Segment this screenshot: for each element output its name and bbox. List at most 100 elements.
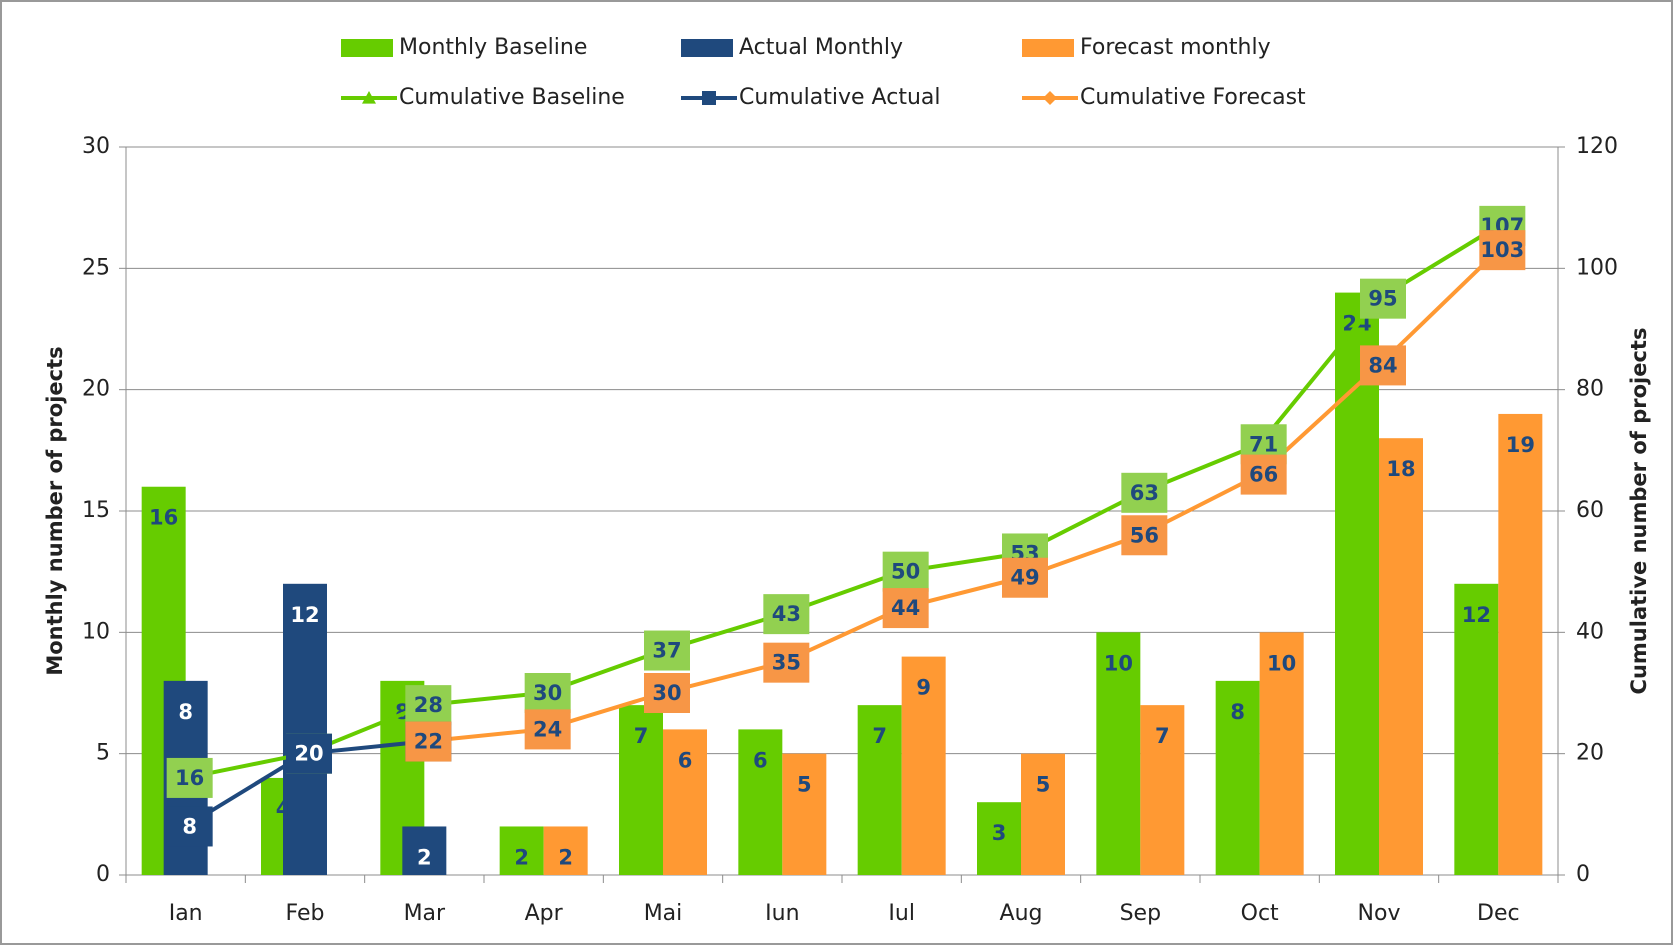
legend-label: Cumulative Forecast	[1080, 85, 1306, 110]
bar	[1498, 413, 1543, 875]
bar-label: 5	[1036, 773, 1051, 797]
label-box	[763, 594, 810, 635]
y-tick-label: 20	[82, 377, 110, 402]
bar	[1215, 680, 1260, 875]
x-tick-label: Nov	[1358, 901, 1401, 926]
bar	[1140, 705, 1185, 875]
line-label: 8	[182, 814, 197, 838]
x-tick-label: Mai	[644, 901, 683, 926]
label-box	[524, 673, 571, 713]
label-box	[286, 733, 332, 774]
line-marker	[702, 91, 716, 105]
x-tick-label: Feb	[286, 901, 325, 926]
y-tick-label: 0	[96, 862, 110, 887]
bar	[1379, 438, 1423, 875]
x-tick-label: Apr	[525, 901, 564, 926]
label-box	[1121, 515, 1168, 556]
bar	[1335, 292, 1379, 876]
bar	[283, 583, 327, 875]
line-label: 49	[1010, 566, 1039, 590]
bar-label: 16	[149, 506, 178, 530]
y2-tick-label: 20	[1576, 741, 1604, 766]
label-box	[405, 721, 452, 762]
line	[185, 224, 1500, 780]
bar-label: 4	[276, 797, 291, 821]
y2-tick-label: 60	[1576, 498, 1604, 523]
y-tick-label: 10	[82, 619, 110, 644]
bar-label: 9	[916, 676, 931, 700]
x-tick-label: Dec	[1477, 901, 1520, 926]
bar-label: 18	[1386, 457, 1415, 481]
label-box	[166, 757, 213, 798]
bar-label: 2	[514, 845, 529, 869]
y2-tick-label: 100	[1576, 255, 1618, 280]
line-label: 43	[772, 602, 801, 626]
y-tick-label: 25	[82, 255, 110, 280]
bar	[402, 826, 447, 875]
bar-label: 7	[872, 724, 887, 748]
legend-swatch	[1022, 39, 1074, 57]
label-box	[405, 685, 452, 726]
bar-label: 7	[634, 724, 649, 748]
y2-tick-label: 40	[1576, 619, 1604, 644]
legend-swatch	[341, 39, 393, 57]
y-axis-title: Monthly number of projects	[43, 346, 67, 675]
bar	[901, 656, 946, 875]
bar-label: 7	[1155, 724, 1170, 748]
bar	[738, 729, 783, 875]
bar	[857, 705, 902, 875]
bar	[1259, 632, 1304, 875]
legend-label: Actual Monthly	[739, 35, 903, 60]
line-label: 16	[175, 766, 204, 790]
bar	[1454, 583, 1499, 875]
label-box	[1360, 345, 1406, 386]
x-tick-label: Iun	[765, 901, 799, 926]
line-label: 22	[414, 730, 443, 754]
line-label: 24	[533, 717, 562, 741]
line-label: 71	[1249, 432, 1278, 456]
y-tick-label: 30	[82, 134, 110, 159]
y2-tick-label: 80	[1576, 377, 1604, 402]
bar	[499, 826, 544, 875]
bar-label: 8	[1230, 700, 1245, 724]
line-label: 28	[414, 693, 443, 717]
line-label: 95	[1368, 287, 1397, 311]
bar	[1096, 632, 1141, 875]
y-tick-label: 5	[96, 741, 110, 766]
line-label: 30	[533, 681, 562, 705]
label-box	[644, 673, 690, 713]
bar-label: 12	[290, 603, 319, 627]
x-tick-label: Aug	[1000, 901, 1043, 926]
bar	[977, 802, 1021, 875]
line-label: 50	[891, 560, 920, 584]
x-tick-label: Mar	[404, 901, 446, 926]
bar-label: 10	[1267, 651, 1296, 675]
line-label: 30	[652, 681, 681, 705]
line-label: 56	[1130, 523, 1159, 547]
line-label: 35	[772, 651, 801, 675]
bar-label: 12	[1462, 603, 1491, 627]
y2-axis-title: Cumulative number of projects	[1627, 328, 1651, 695]
bar-label: 3	[992, 821, 1007, 845]
label-box	[1479, 230, 1526, 271]
label-box	[1360, 278, 1406, 319]
legend-label: Monthly Baseline	[399, 35, 587, 60]
label-box	[166, 806, 213, 847]
line-label: 37	[652, 639, 681, 663]
y2-tick-label: 120	[1576, 134, 1618, 159]
bar-label: 6	[678, 748, 693, 772]
label-box	[1240, 454, 1287, 495]
bar-label: 10	[1104, 651, 1133, 675]
x-tick-label: Sep	[1120, 901, 1161, 926]
label-box	[644, 630, 690, 671]
x-tick-label: Iul	[888, 901, 915, 926]
label-box	[1121, 472, 1168, 513]
line-label: 63	[1130, 481, 1159, 505]
bar	[619, 705, 663, 875]
y2-tick-label: 0	[1576, 862, 1590, 887]
line-label: 20	[294, 742, 323, 766]
line	[424, 248, 1500, 744]
bar-label: 2	[417, 845, 432, 869]
x-tick-label: Ian	[169, 901, 203, 926]
